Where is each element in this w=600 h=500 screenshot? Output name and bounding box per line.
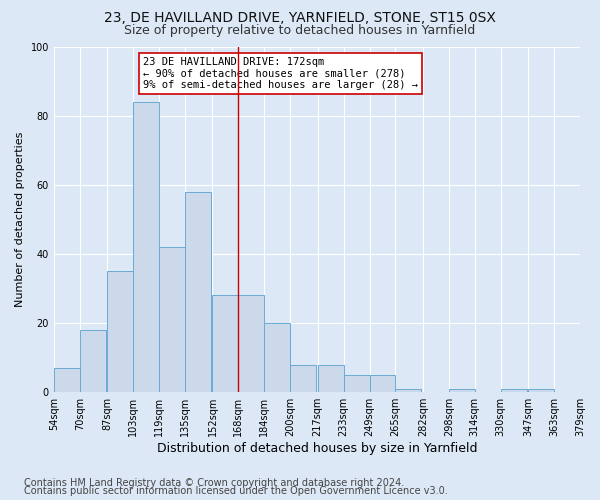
Bar <box>159 247 185 392</box>
Bar <box>212 296 238 392</box>
Bar <box>344 375 370 392</box>
Text: 23 DE HAVILLAND DRIVE: 172sqm
← 90% of detached houses are smaller (278)
9% of s: 23 DE HAVILLAND DRIVE: 172sqm ← 90% of d… <box>143 57 418 90</box>
Y-axis label: Number of detached properties: Number of detached properties <box>15 132 25 307</box>
Bar <box>500 389 527 392</box>
Bar <box>449 389 475 392</box>
Text: Contains public sector information licensed under the Open Government Licence v3: Contains public sector information licen… <box>24 486 448 496</box>
Bar <box>395 389 421 392</box>
Bar <box>54 368 80 392</box>
Text: Contains HM Land Registry data © Crown copyright and database right 2024.: Contains HM Land Registry data © Crown c… <box>24 478 404 488</box>
Bar <box>185 192 211 392</box>
Bar <box>264 323 290 392</box>
Bar <box>80 330 106 392</box>
Bar <box>528 389 554 392</box>
Bar <box>290 364 316 392</box>
X-axis label: Distribution of detached houses by size in Yarnfield: Distribution of detached houses by size … <box>157 442 477 455</box>
Bar <box>370 375 395 392</box>
Bar <box>318 364 344 392</box>
Bar <box>133 102 159 392</box>
Bar <box>107 271 133 392</box>
Text: 23, DE HAVILLAND DRIVE, YARNFIELD, STONE, ST15 0SX: 23, DE HAVILLAND DRIVE, YARNFIELD, STONE… <box>104 11 496 25</box>
Bar <box>238 296 264 392</box>
Text: Size of property relative to detached houses in Yarnfield: Size of property relative to detached ho… <box>124 24 476 37</box>
